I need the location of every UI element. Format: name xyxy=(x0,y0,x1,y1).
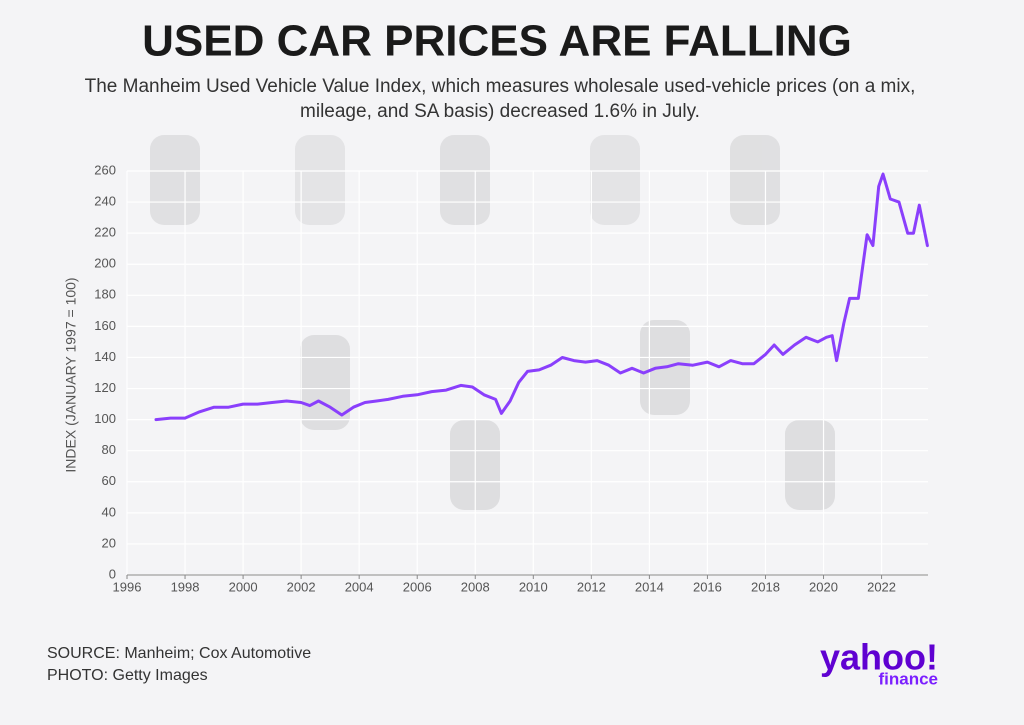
y-tick-label: 220 xyxy=(94,225,116,240)
y-tick-label: 120 xyxy=(94,380,116,395)
data-line xyxy=(154,172,929,422)
y-tick-label: 40 xyxy=(102,504,116,519)
x-tick-label: 2020 xyxy=(809,579,838,594)
x-tick-label: 2000 xyxy=(229,579,258,594)
x-tick-label: 2008 xyxy=(461,579,490,594)
y-tick-label: 240 xyxy=(94,194,116,209)
y-tick-label: 20 xyxy=(102,535,116,550)
x-tick-label: 2018 xyxy=(751,579,780,594)
chart-subtitle: The Manheim Used Vehicle Value Index, wh… xyxy=(84,76,916,122)
subtitle-box: The Manheim Used Vehicle Value Index, wh… xyxy=(84,76,916,122)
y-tick-label: 80 xyxy=(102,442,116,457)
y-tick-label: 260 xyxy=(94,162,116,177)
y-tick-label: 200 xyxy=(94,256,116,271)
y-axis-label: INDEX (JANUARY 1997 = 100) xyxy=(63,277,79,472)
y-tick-label: 180 xyxy=(94,287,116,302)
photo-credit: PHOTO: Getty Images xyxy=(47,667,208,684)
x-tick-label: 2006 xyxy=(403,579,432,594)
y-tick-label: 60 xyxy=(102,473,116,488)
x-tick-label: 2016 xyxy=(693,579,722,594)
y-tick-label: 100 xyxy=(94,411,116,426)
y-tick-label: 0 xyxy=(109,566,116,581)
x-tick-label: 2022 xyxy=(867,579,896,594)
x-tick-label: 2002 xyxy=(287,579,316,594)
x-tick-label: 2010 xyxy=(519,579,548,594)
x-tick-label: 2004 xyxy=(345,579,374,594)
y-tick-label: 140 xyxy=(94,349,116,364)
logo-sub: finance xyxy=(878,669,938,688)
chart-title: USED CAR PRICES ARE FALLING xyxy=(142,17,852,66)
source: SOURCE: Manheim; Cox Automotive xyxy=(47,645,311,662)
x-tick-label: 2012 xyxy=(577,579,606,594)
y-tick-label: 160 xyxy=(94,318,116,333)
logo: yahoo! xyxy=(820,637,938,678)
x-tick-label: 1996 xyxy=(113,579,142,594)
x-tick-label: 1998 xyxy=(171,579,200,594)
x-tick-label: 2014 xyxy=(635,579,664,594)
